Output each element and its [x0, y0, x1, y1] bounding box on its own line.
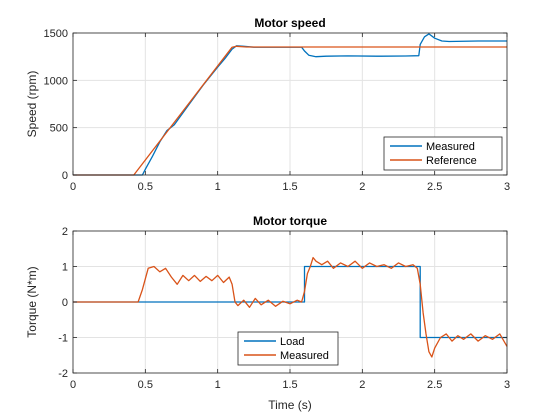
speed-ticks: 0 0.5 1 1.5 2 2.5 3 0 500 1000 1500	[44, 28, 511, 193]
speed-y-tick-label: 0	[62, 170, 68, 182]
speed-y-tick-label: 500	[50, 123, 68, 135]
speed-x-tick-label: 2.5	[427, 181, 442, 193]
speed-y-tick-label: 1500	[44, 28, 68, 40]
speed-chart-title: Motor speed	[254, 16, 325, 30]
torque-legend-measured-label: Measured	[280, 350, 329, 362]
speed-legend-box	[383, 136, 503, 171]
torque-y-tick-label: -2	[58, 368, 68, 380]
torque-x-axis-label: Time (s)	[268, 398, 312, 412]
torque-x-tick-label: 3	[504, 379, 510, 391]
torque-x-tick-label: 1.5	[282, 379, 297, 391]
speed-x-tick-label: 1	[215, 181, 221, 193]
torque-legend-load-label: Load	[280, 336, 304, 348]
torque-chart-title: Motor torque	[253, 214, 327, 228]
torque-y-tick-label: -1	[58, 333, 68, 345]
torque-x-tick-label: 0	[70, 379, 76, 391]
torque-x-tick-label: 2.5	[427, 379, 442, 391]
speed-x-tick-label: 3	[504, 181, 510, 193]
torque-legend: Load Measured	[237, 331, 339, 366]
torque-x-tick-label: 1	[215, 379, 221, 391]
torque-legend-box	[237, 331, 339, 366]
speed-y-axis-label: Speed (rpm)	[25, 71, 39, 138]
torque-y-tick-label: 0	[62, 297, 68, 309]
speed-y-tick-label: 1000	[44, 75, 68, 87]
torque-series	[73, 256, 508, 358]
speed-x-tick-label: 0	[70, 181, 76, 193]
torque-y-tick-label: 2	[62, 226, 68, 238]
speed-legend: Measured Reference	[383, 136, 503, 171]
torque-x-tick-label: 2	[359, 379, 365, 391]
speed-axes: 0 0.5 1 1.5 2 2.5 3 0 500 1000 1500 Motor speed Sp…	[25, 16, 510, 193]
speed-legend-measured-label: Measured	[426, 141, 475, 153]
speed-x-tick-label: 2	[359, 181, 365, 193]
torque-series-measured-line	[73, 256, 508, 358]
torque-ticks: 0 0.5 1 1.5 2 2.5 3 -2 -1 0 1 2	[58, 226, 510, 391]
speed-x-tick-label: 0.5	[138, 181, 153, 193]
speed-legend-reference-label: Reference	[426, 155, 477, 167]
torque-y-tick-label: 1	[62, 262, 68, 274]
torque-x-tick-label: 0.5	[138, 379, 153, 391]
torque-y-axis-label: Torque (N*m)	[25, 266, 39, 337]
speed-x-tick-label: 1.5	[282, 181, 297, 193]
torque-axes: 0 0.5 1 1.5 2 2.5 3 -2 -1 0 1 2 Motor torque Torque…	[25, 214, 510, 412]
